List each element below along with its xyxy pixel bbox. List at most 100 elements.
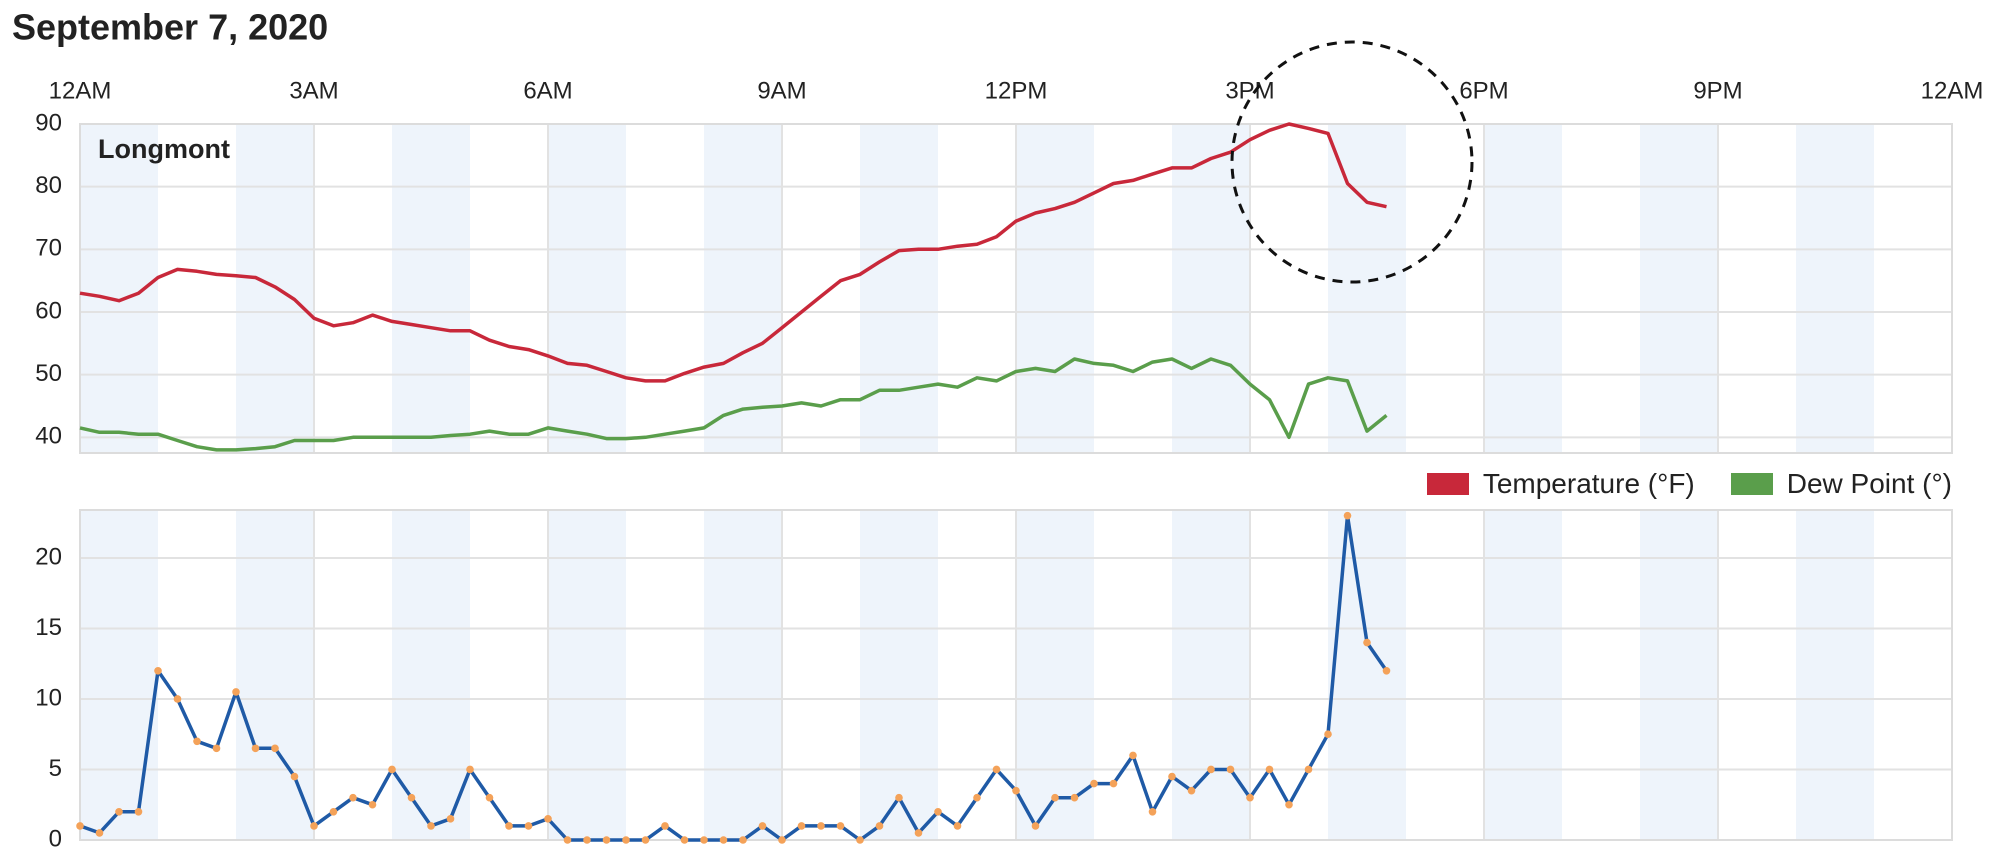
hour-band — [860, 510, 938, 840]
y-tick-label: 90 — [35, 109, 62, 136]
data-point — [856, 836, 864, 844]
data-point — [388, 765, 396, 774]
hour-band — [548, 510, 626, 840]
legend-item: Dew Point (°) — [1730, 468, 1952, 500]
data-point — [1187, 786, 1196, 795]
data-point — [1265, 765, 1274, 774]
y-tick-label: 15 — [35, 614, 62, 641]
series-line — [79, 513, 1388, 842]
x-tick-label: 6PM — [1459, 77, 1508, 104]
x-tick-label: 12PM — [985, 77, 1048, 104]
hour-band — [1328, 510, 1406, 840]
hour-band — [392, 124, 470, 453]
data-point — [154, 666, 162, 675]
plot-frame — [79, 123, 1953, 454]
data-point — [1207, 765, 1215, 774]
hour-band — [548, 124, 626, 453]
y-tick-label: 60 — [35, 297, 62, 324]
x-tick-label: 12AM — [49, 77, 112, 104]
legend-item: Temperature (°F) — [1426, 468, 1695, 500]
data-point — [934, 807, 942, 816]
hour-band — [1328, 124, 1406, 453]
data-point — [953, 822, 962, 830]
data-point — [1109, 779, 1118, 788]
data-point — [446, 815, 455, 823]
data-point — [251, 744, 260, 753]
data-point — [739, 836, 747, 844]
data-point — [1304, 765, 1313, 774]
plot-frame — [79, 509, 1953, 841]
data-point — [680, 836, 689, 844]
data-point — [1363, 638, 1371, 647]
data-point — [992, 765, 1001, 774]
legend-label: Dew Point (°) — [1786, 468, 1952, 499]
data-point — [1012, 786, 1020, 795]
data-point — [1070, 793, 1079, 802]
data-point — [661, 822, 669, 830]
hour-band — [392, 510, 470, 840]
hour-band — [1484, 510, 1562, 840]
data-point — [622, 836, 630, 844]
hour-band — [1172, 124, 1250, 453]
series-line — [79, 357, 1388, 452]
data-point — [1382, 666, 1391, 675]
y-tick-label: 10 — [35, 684, 62, 711]
data-point — [368, 800, 377, 809]
data-point — [290, 772, 299, 781]
hour-band — [704, 124, 782, 453]
legend-swatch — [1730, 473, 1773, 495]
data-point — [1148, 807, 1157, 816]
data-point — [700, 836, 708, 844]
x-tick-label: 3AM — [289, 77, 338, 104]
data-point — [212, 744, 221, 753]
y-tick-label: 5 — [49, 755, 62, 782]
data-point — [563, 836, 572, 844]
data-point — [1343, 511, 1352, 520]
data-point — [271, 744, 279, 753]
data-point — [524, 822, 533, 830]
data-point — [1226, 765, 1235, 774]
y-tick-label: 80 — [35, 172, 62, 199]
highlight-circle — [1230, 40, 1474, 284]
data-point — [583, 836, 591, 844]
data-point — [875, 822, 884, 830]
data-point — [641, 836, 650, 844]
data-point — [895, 793, 903, 802]
data-point — [76, 822, 84, 830]
x-tick-label: 9AM — [757, 77, 806, 104]
data-point — [836, 822, 845, 830]
y-tick-label: 0 — [49, 825, 62, 852]
data-point — [973, 793, 981, 802]
station-label: Longmont — [98, 134, 230, 164]
data-point — [797, 822, 806, 830]
data-point — [407, 793, 416, 802]
legend-swatch — [1426, 473, 1469, 495]
hour-band — [1796, 124, 1874, 453]
data-point — [310, 822, 318, 830]
hour-band — [1640, 510, 1718, 840]
data-point — [349, 793, 357, 802]
data-point — [544, 815, 552, 823]
data-point — [134, 807, 143, 816]
hour-band — [1016, 124, 1094, 453]
series-line — [79, 122, 1387, 383]
data-point — [173, 695, 182, 703]
data-point — [1324, 730, 1332, 739]
y-tick-label: 70 — [35, 235, 62, 262]
chart-title: September 7, 2020 — [12, 7, 328, 48]
data-point — [232, 688, 240, 696]
y-tick-label: 50 — [35, 360, 62, 387]
data-point — [817, 822, 825, 830]
data-point — [1031, 822, 1040, 830]
legend-label: Temperature (°F) — [1482, 468, 1695, 499]
data-point — [1129, 751, 1137, 760]
data-point — [778, 836, 786, 844]
hour-band — [1484, 124, 1562, 453]
data-point — [329, 807, 338, 816]
hour-band — [860, 124, 938, 453]
data-point — [719, 836, 728, 844]
data-point — [427, 822, 435, 830]
y-tick-label: 20 — [35, 543, 62, 570]
